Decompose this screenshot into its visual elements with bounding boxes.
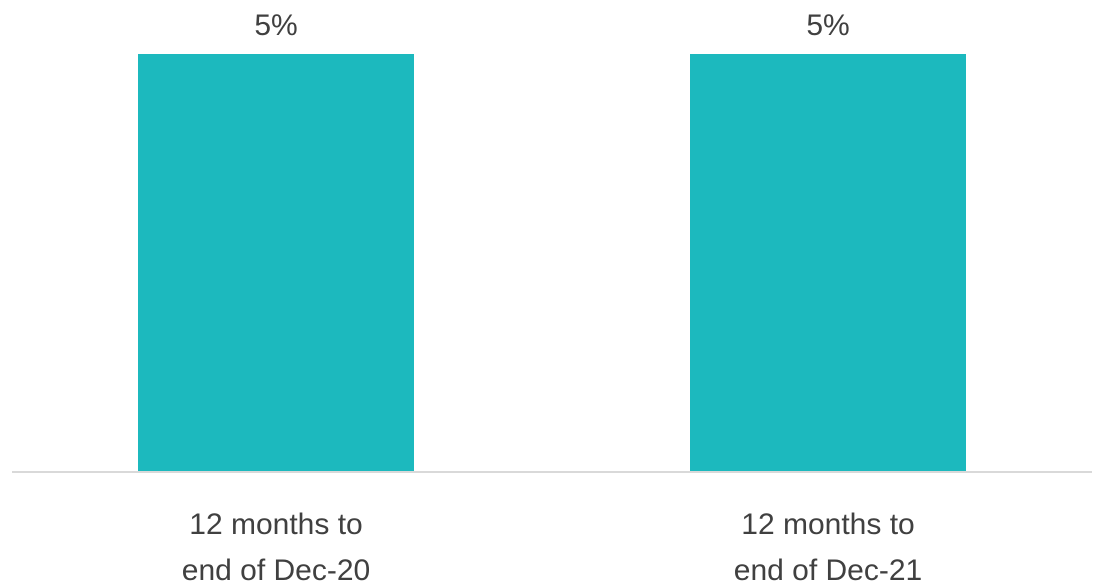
- data-label-1: 5%: [254, 9, 297, 42]
- category-label-1-line-2: end of Dec-20: [182, 554, 370, 586]
- category-labels-layer: 12 months to end of Dec-20 12 months to end…: [182, 508, 922, 586]
- bar-1: [138, 54, 414, 472]
- bar-2: [690, 54, 966, 472]
- category-label-2-line-1: 12 months to: [741, 508, 914, 541]
- bars-layer: [138, 54, 966, 472]
- data-label-2: 5%: [806, 9, 849, 42]
- category-label-1-line-1: 12 months to: [189, 508, 362, 541]
- data-labels-layer: 5% 5%: [254, 9, 849, 42]
- category-label-2-line-2: end of Dec-21: [734, 554, 922, 586]
